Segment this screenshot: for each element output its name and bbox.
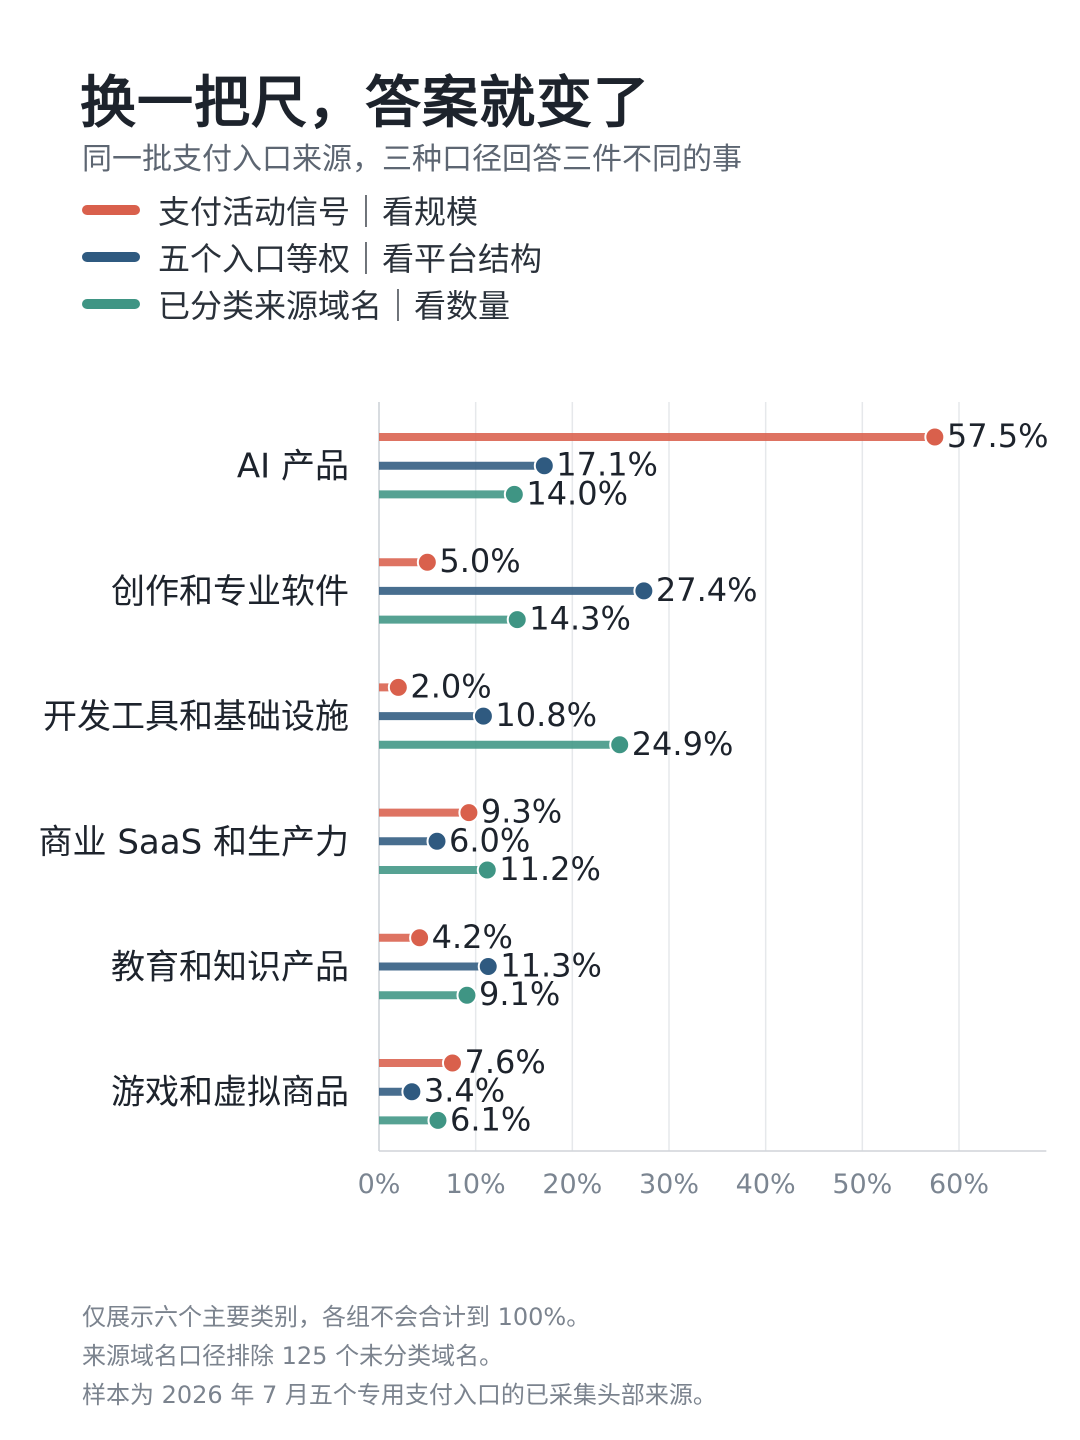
footnotes: 仅展示六个主要类别，各组不会合计到 100%。 来源域名口径排除 125 个未分… (82, 1298, 717, 1415)
lollipop-dot (506, 609, 528, 631)
lollipop-dot (633, 580, 655, 602)
x-tick-label: 20% (542, 1169, 602, 1200)
page-title: 换一把尺，答案就变了 (80, 71, 650, 136)
data-label: 27.4% (656, 571, 758, 609)
data-label: 7.6% (464, 1043, 545, 1081)
lollipop-dot (456, 984, 478, 1006)
data-label: 6.0% (449, 821, 530, 859)
lollipop-dot (458, 802, 480, 824)
legend-swatch (82, 204, 140, 215)
category-label: 教育和知识产品 (111, 948, 349, 988)
legend-item: 支付活动信号｜看规模 (82, 186, 542, 233)
legend-label: 已分类来源域名｜看数量 (158, 286, 511, 325)
data-label: 9.3% (481, 793, 562, 831)
data-label: 11.2% (499, 850, 601, 888)
lollipop-dot (472, 705, 494, 727)
footnote: 样本为 2026 年 7 月五个专用支付入口的已采集头部来源。 (82, 1381, 717, 1409)
x-tick-label: 30% (639, 1169, 699, 1200)
data-label: 9.1% (479, 975, 560, 1013)
x-tick-label: 40% (736, 1169, 796, 1200)
footnote: 仅展示六个主要类别，各组不会合计到 100%。 (82, 1303, 591, 1331)
lollipop-dot (409, 927, 431, 949)
lollipop-dot (416, 551, 438, 573)
data-label: 3.4% (424, 1072, 505, 1110)
category-label: AI 产品 (237, 447, 349, 487)
data-label: 57.5% (947, 417, 1049, 455)
page-subtitle: 同一批支付入口来源，三种口径回答三件不同的事 (82, 142, 742, 177)
lollipop-dot (533, 455, 555, 477)
category-label: 游戏和虚拟商品 (111, 1073, 349, 1113)
legend-item: 已分类来源域名｜看数量 (82, 280, 542, 327)
category-label: 商业 SaaS 和生产力 (39, 822, 349, 862)
data-label: 4.2% (432, 918, 513, 956)
data-label: 6.1% (450, 1100, 531, 1138)
data-label: 14.0% (526, 474, 628, 512)
legend-item: 五个入口等权｜看平台结构 (82, 233, 542, 280)
lollipop-dot (426, 830, 448, 852)
x-tick-label: 10% (446, 1169, 506, 1200)
lollipop-chart: 0% 10% 20% 30% 40% 50% 60% AI 产品 57.5% 17.1%14.0%… (39, 402, 1049, 1200)
data-label: 11.3% (500, 947, 602, 985)
legend-label: 五个入口等权｜看平台结构 (158, 239, 543, 278)
category-label: 创作和专业软件 (111, 572, 349, 612)
x-tick-label: 60% (929, 1169, 989, 1200)
lollipop-dot (924, 426, 946, 448)
data-label: 24.9% (632, 725, 734, 763)
lollipop-dot (401, 1081, 423, 1103)
chart-legend: 支付活动信号｜看规模 五个入口等权｜看平台结构 已分类来源域名｜看数量 (82, 186, 542, 327)
data-label: 14.3% (529, 600, 631, 638)
lollipop-dot (427, 1109, 449, 1131)
data-label: 17.1% (556, 446, 658, 484)
lollipop-dot (476, 859, 498, 881)
x-tick-label: 0% (358, 1169, 401, 1200)
footnote: 来源域名口径排除 125 个未分类域名。 (82, 1342, 504, 1370)
data-label: 10.8% (495, 696, 597, 734)
lollipop-dot (477, 956, 499, 977)
category-label: 开发工具和基础设施 (43, 697, 349, 737)
x-tick-label: 50% (832, 1169, 892, 1200)
lollipop-dot (609, 734, 631, 756)
lollipop-dot (441, 1052, 463, 1074)
legend-swatch (82, 251, 140, 262)
lollipop-dot (387, 676, 409, 698)
data-label: 2.0% (410, 667, 491, 705)
lollipop-dot (503, 483, 525, 505)
data-label: 5.0% (439, 542, 520, 580)
legend-label: 支付活动信号｜看规模 (158, 192, 479, 231)
legend-swatch (82, 298, 140, 309)
